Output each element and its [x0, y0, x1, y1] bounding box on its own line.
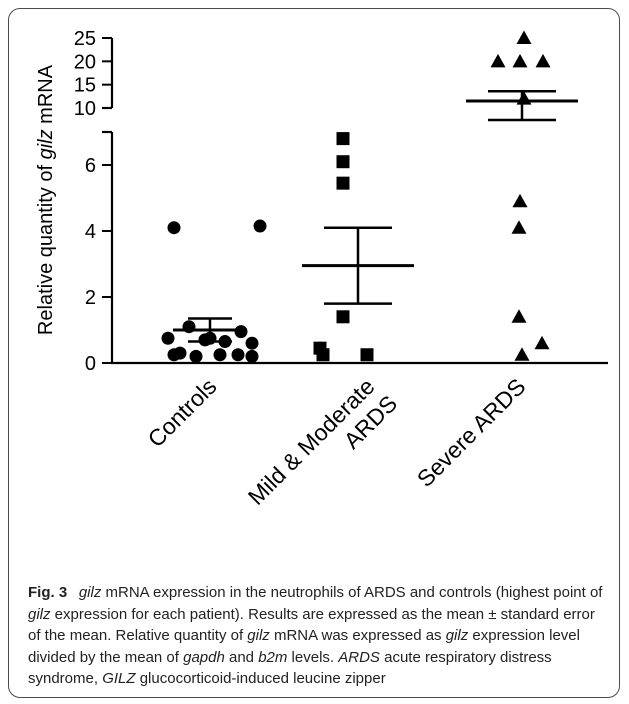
y-axis-title-part: gilz [35, 129, 57, 159]
x-category-label: Severe ARDS [412, 373, 531, 492]
caption-italic-term: gapdh [183, 648, 225, 666]
y-tick-label: 4 [85, 221, 96, 243]
data-point-circle [213, 348, 227, 362]
caption-italic-term: ARDS [338, 648, 380, 666]
figure-label: Fig. 3 [28, 584, 68, 601]
x-category-label-line: Severe ARDS [412, 373, 531, 492]
data-point-square [336, 176, 350, 190]
x-category-label: Controls [143, 373, 222, 452]
y-tick-label: 10 [74, 98, 96, 120]
caption-text: gilz mRNA expression in the neutrophils … [28, 584, 602, 687]
figure-frame [8, 8, 620, 698]
y-axis-title-part: mRNA [35, 64, 57, 129]
caption-text-run: and [224, 648, 259, 666]
data-point-circle [234, 325, 248, 339]
y-tick-label: 2 [85, 287, 96, 309]
caption-text-run: glucocorticoid-induced leucine zipper [135, 670, 386, 687]
caption-italic-term: gilz [445, 627, 469, 644]
data-point-square [336, 310, 350, 324]
data-point-circle [253, 219, 267, 233]
data-point-triangle [534, 335, 550, 350]
data-point-circle [231, 348, 245, 362]
caption-text-run: levels. [287, 648, 339, 666]
data-point-triangle [512, 193, 528, 208]
data-point-triangle [490, 53, 506, 68]
data-point-triangle [514, 347, 530, 361]
x-category-label-line: Controls [143, 373, 222, 452]
data-point-square [360, 348, 374, 362]
y-axis-title: Relative quantity of gilz mRNA [35, 64, 57, 335]
data-point-circle [167, 221, 181, 235]
caption-text-run: expression level divided by the mean of [28, 627, 580, 666]
caption-italic-term: b2m [258, 648, 288, 666]
data-point-triangle [511, 220, 527, 234]
y-tick-label: 0 [85, 353, 96, 375]
data-point-circle [161, 331, 175, 345]
caption-italic-term: gilz [78, 584, 102, 601]
caption-text-run: expression for each patient). Results ar… [28, 605, 595, 645]
y-tick-label: 6 [85, 155, 96, 177]
y-axis-label: Relative quantity of gilz mRNA [35, 64, 57, 335]
y-tick-label: 25 [74, 28, 96, 50]
data-point-circle [189, 349, 203, 363]
caption-italic-term: GILZ [102, 670, 136, 687]
figure-caption: Fig. 3 gilz mRNA expression in the neutr… [28, 582, 608, 690]
caption-text-run: mRNA expression in the neutrophils of AR… [101, 584, 603, 601]
x-axis-labels: Controls Mild & ModerateARDS Severe ARDS [143, 370, 531, 529]
data-point-circle [167, 348, 181, 362]
x-category-label: Mild & ModerateARDS [243, 370, 402, 529]
data-point-triangle [516, 91, 532, 105]
data-point-triangle [535, 53, 551, 68]
data-point-square [336, 132, 350, 146]
data-point-square [336, 155, 350, 169]
data-point-circle [245, 336, 259, 350]
data-points [161, 30, 578, 363]
caption-italic-term: gilz [247, 627, 270, 644]
data-point-circle [198, 333, 212, 347]
caption-text-run: mRNA was expressed as [269, 627, 446, 644]
data-point-circle [245, 349, 259, 363]
data-point-square [316, 348, 330, 362]
y-tick-label: 20 [74, 51, 96, 73]
caption-italic-term: gilz [28, 605, 51, 623]
data-point-triangle [512, 53, 528, 68]
data-point-triangle [516, 30, 532, 44]
y-axis-title-part: Relative quantity of [35, 159, 57, 335]
y-tick-label: 15 [74, 75, 96, 97]
caption-text-run: acute respiratory distress syndrome, [28, 648, 552, 688]
data-point-triangle [511, 309, 527, 323]
